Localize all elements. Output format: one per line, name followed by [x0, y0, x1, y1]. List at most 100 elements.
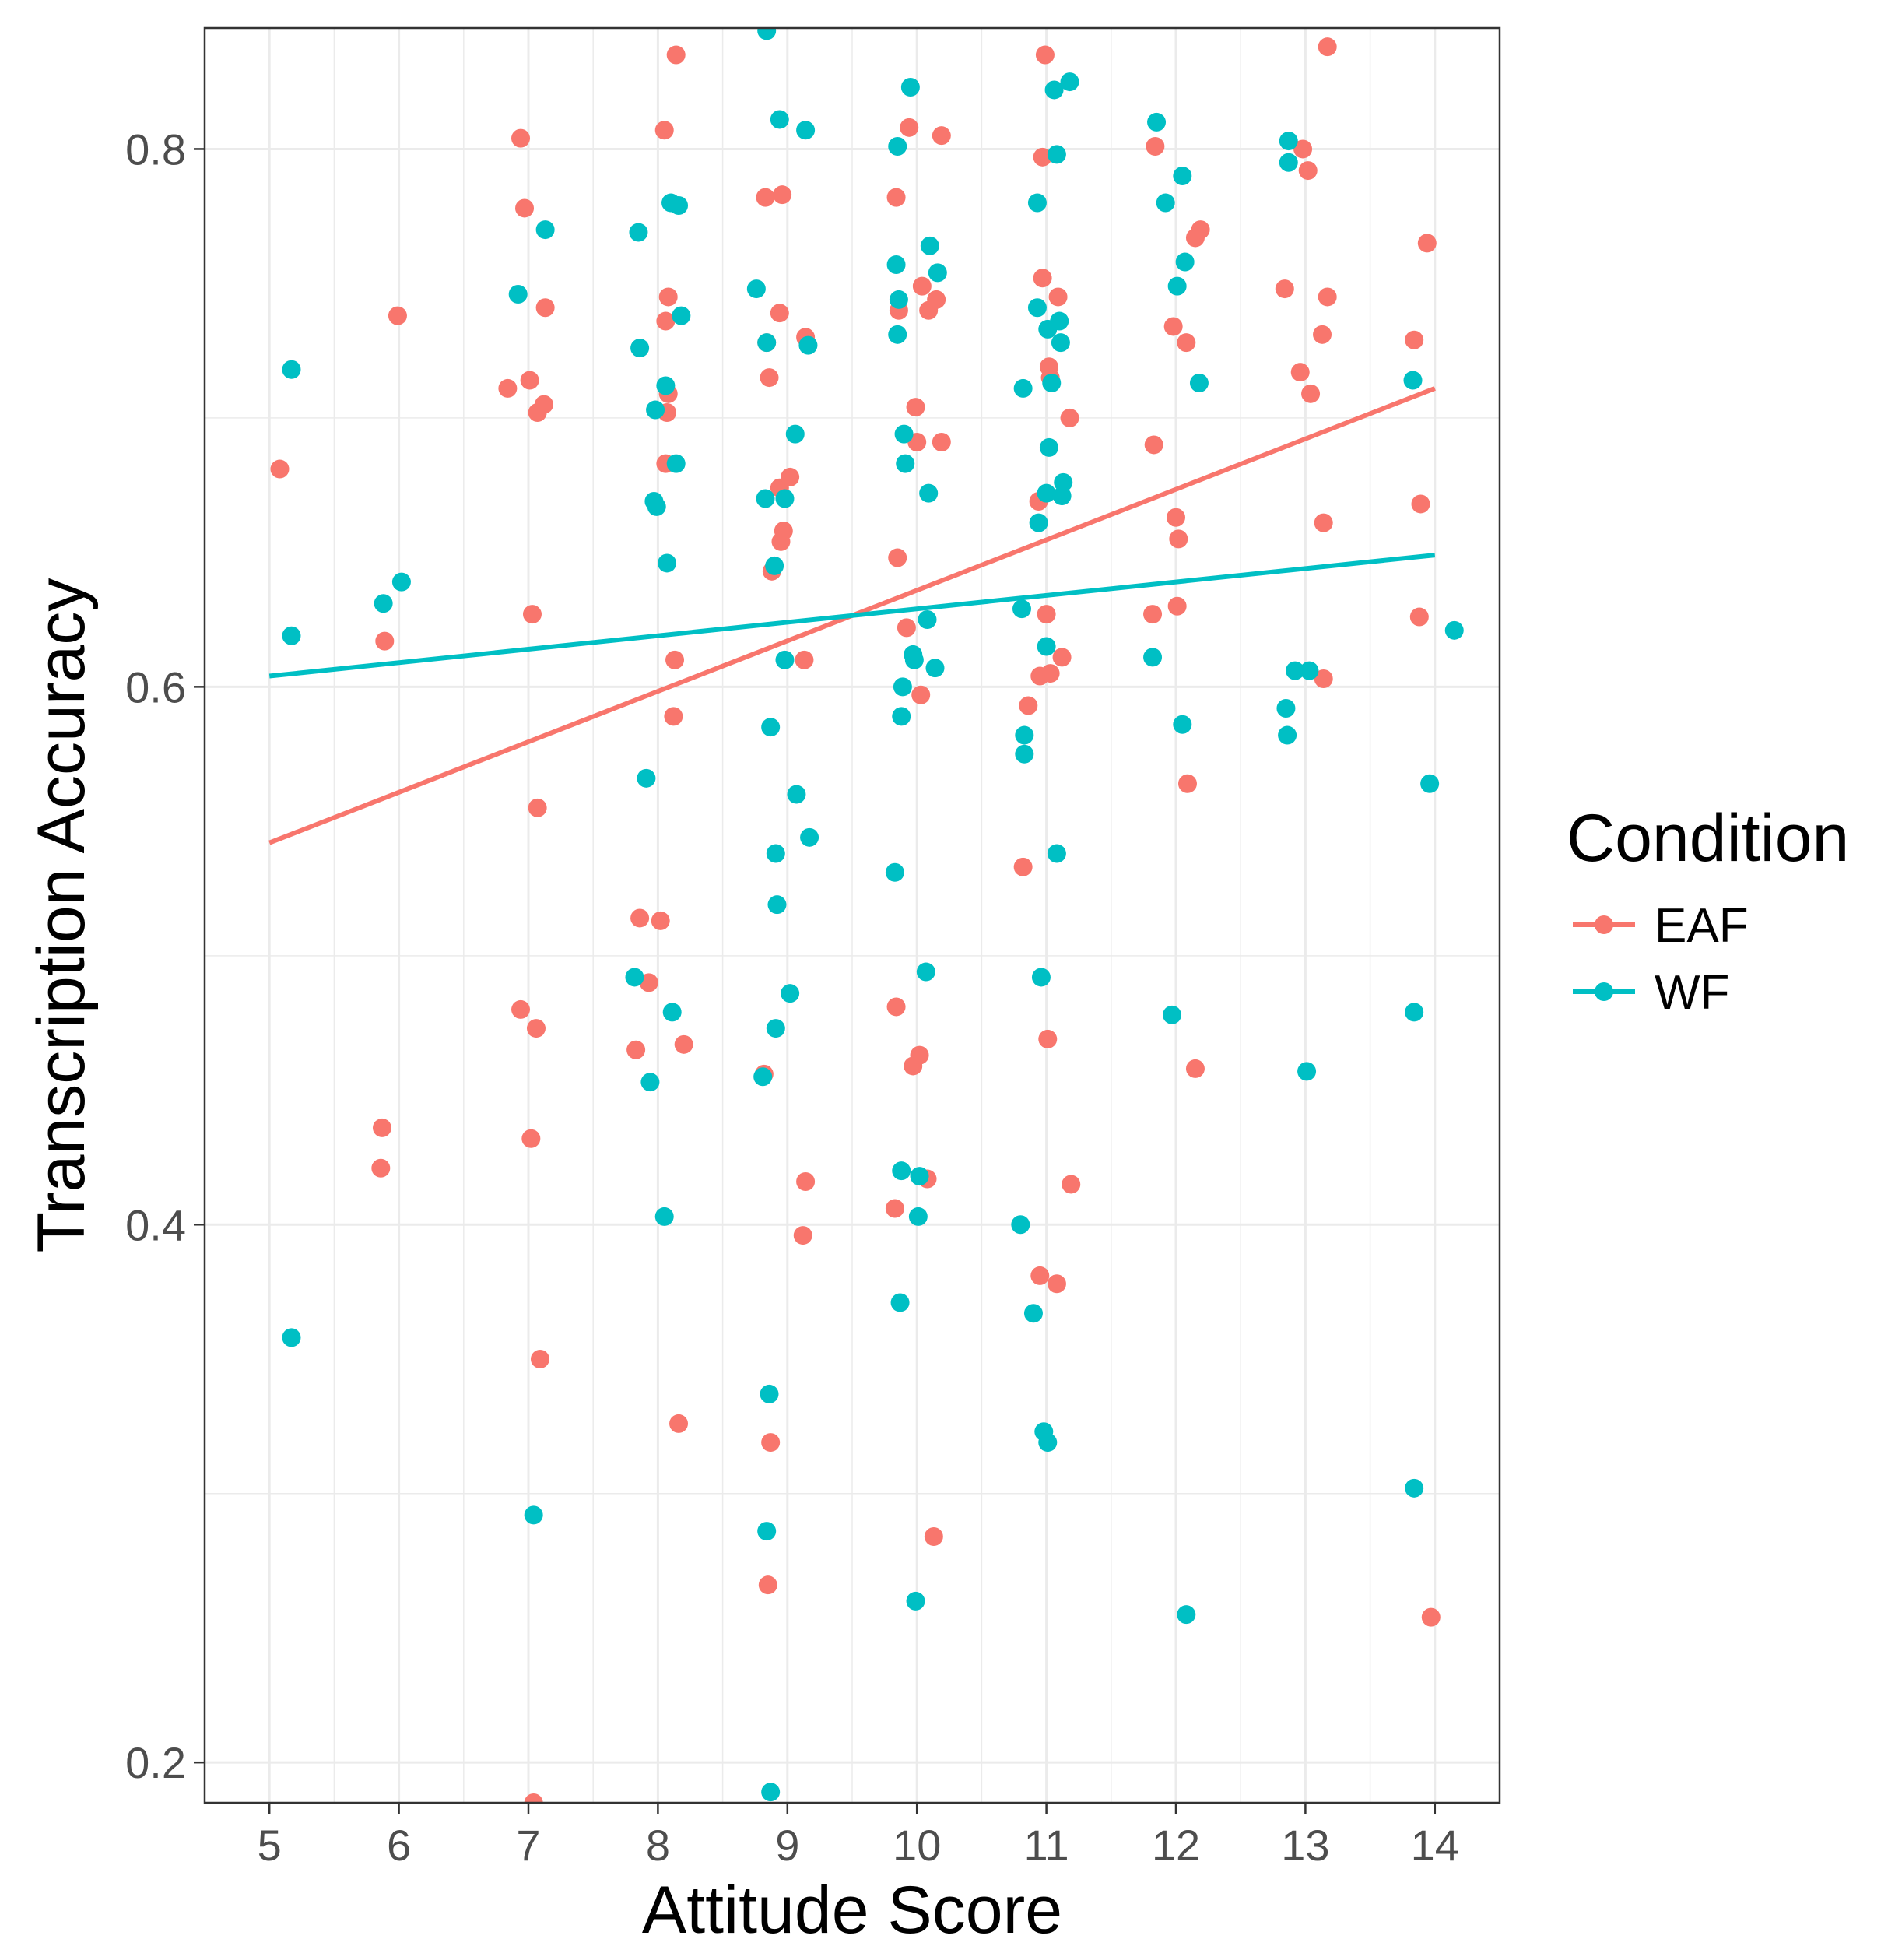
- point-eaf: [511, 128, 531, 148]
- x-tick-label: 13: [1281, 1821, 1329, 1870]
- x-tick-label: 6: [387, 1821, 411, 1870]
- point-eaf: [654, 121, 674, 140]
- x-tick-label: 8: [646, 1821, 670, 1870]
- point-wf: [666, 454, 686, 473]
- point-wf: [656, 376, 676, 395]
- point-eaf: [1411, 494, 1430, 514]
- point-wf: [1297, 1062, 1317, 1081]
- point-wf: [647, 497, 666, 516]
- point-wf: [1042, 374, 1062, 392]
- point-wf: [1163, 1005, 1182, 1024]
- point-eaf: [1313, 325, 1332, 344]
- point-eaf: [524, 1793, 543, 1803]
- panel-border: [203, 26, 1501, 1804]
- point-wf: [904, 650, 924, 669]
- point-eaf: [664, 707, 683, 726]
- point-wf: [756, 489, 775, 508]
- point-eaf: [885, 1199, 904, 1218]
- point-eaf: [1019, 696, 1038, 715]
- x-tick-label: 11: [1024, 1821, 1069, 1870]
- trend-line-wf: [268, 553, 1436, 679]
- legend-label-wf: WF: [1655, 966, 1729, 1020]
- point-wf: [770, 110, 789, 129]
- point-wf: [282, 360, 301, 379]
- point-eaf: [761, 1433, 781, 1452]
- point-eaf: [666, 45, 686, 65]
- x-axis-ticks: 5 6 7 8 9 10 11 12 13 14: [258, 1803, 1459, 1870]
- point-wf: [1054, 472, 1073, 492]
- point-wf: [1279, 153, 1298, 172]
- point-wf: [766, 844, 785, 863]
- point-wf: [893, 677, 912, 697]
- point-wf: [746, 279, 766, 299]
- legend-entry-eaf: EAF: [1573, 899, 1749, 953]
- point-wf: [888, 325, 907, 344]
- point-wf: [1047, 145, 1066, 164]
- legend-label-eaf: EAF: [1655, 899, 1749, 953]
- point-wf: [1420, 774, 1440, 793]
- point-wf: [282, 626, 301, 645]
- point-wf: [787, 785, 806, 804]
- point-wf: [886, 255, 906, 274]
- point-wf: [1039, 437, 1058, 457]
- point-eaf: [630, 908, 650, 928]
- point-wf: [757, 333, 777, 353]
- point-wf: [919, 483, 939, 503]
- point-wf: [625, 968, 644, 987]
- y-tick-label: 0.8: [125, 125, 186, 174]
- point-eaf: [1013, 857, 1033, 876]
- x-tick-label: 14: [1411, 1821, 1459, 1870]
- legend-key-wf-dot: [1595, 982, 1613, 1001]
- point-wf: [757, 1522, 777, 1541]
- point-eaf: [1030, 1266, 1050, 1285]
- point-eaf: [520, 371, 539, 390]
- point-wf: [892, 707, 911, 726]
- point-eaf: [674, 1034, 693, 1054]
- point-wf: [1167, 276, 1187, 296]
- point-eaf: [1040, 664, 1060, 683]
- point-wf: [894, 424, 914, 444]
- point-eaf: [1143, 605, 1163, 624]
- point-wf: [637, 768, 656, 788]
- point-eaf: [1290, 363, 1310, 382]
- point-eaf: [912, 276, 932, 296]
- point-wf: [908, 1207, 928, 1226]
- point-wf: [1300, 661, 1319, 680]
- point-eaf: [1038, 1029, 1058, 1048]
- point-wf: [391, 572, 411, 592]
- legend-key-eaf-dot: [1595, 915, 1613, 934]
- point-wf: [1405, 1478, 1424, 1498]
- point-wf: [910, 1167, 929, 1186]
- point-wf: [1038, 1433, 1058, 1452]
- y-axis-ticks: 0.2 0.4 0.6 0.8: [125, 125, 205, 1787]
- point-eaf: [774, 522, 793, 540]
- point-eaf: [760, 368, 779, 388]
- point-wf: [767, 895, 787, 915]
- point-wf: [1276, 699, 1296, 718]
- point-wf: [928, 263, 947, 283]
- point-wf: [761, 1783, 781, 1802]
- point-wf: [1173, 715, 1192, 734]
- point-wf: [1023, 1304, 1043, 1323]
- point-eaf: [1185, 1059, 1205, 1078]
- x-tick-label: 10: [893, 1821, 941, 1870]
- point-wf: [796, 121, 816, 140]
- point-eaf: [626, 1040, 646, 1059]
- point-eaf: [1409, 607, 1429, 627]
- point-eaf: [1177, 774, 1197, 793]
- point-wf: [892, 1161, 911, 1181]
- point-wf: [906, 1591, 925, 1611]
- minor-grid: [205, 28, 1500, 1803]
- point-eaf: [522, 605, 542, 624]
- point-wf: [658, 553, 677, 573]
- point-wf: [885, 862, 904, 882]
- point-eaf: [886, 188, 906, 207]
- point-eaf: [1314, 513, 1333, 532]
- data-points: [270, 28, 1464, 1803]
- point-eaf: [932, 126, 951, 146]
- point-wf: [1143, 648, 1163, 667]
- point-eaf: [906, 398, 925, 417]
- point-wf: [654, 1207, 674, 1226]
- point-wf: [761, 718, 781, 737]
- point-wf: [798, 335, 818, 355]
